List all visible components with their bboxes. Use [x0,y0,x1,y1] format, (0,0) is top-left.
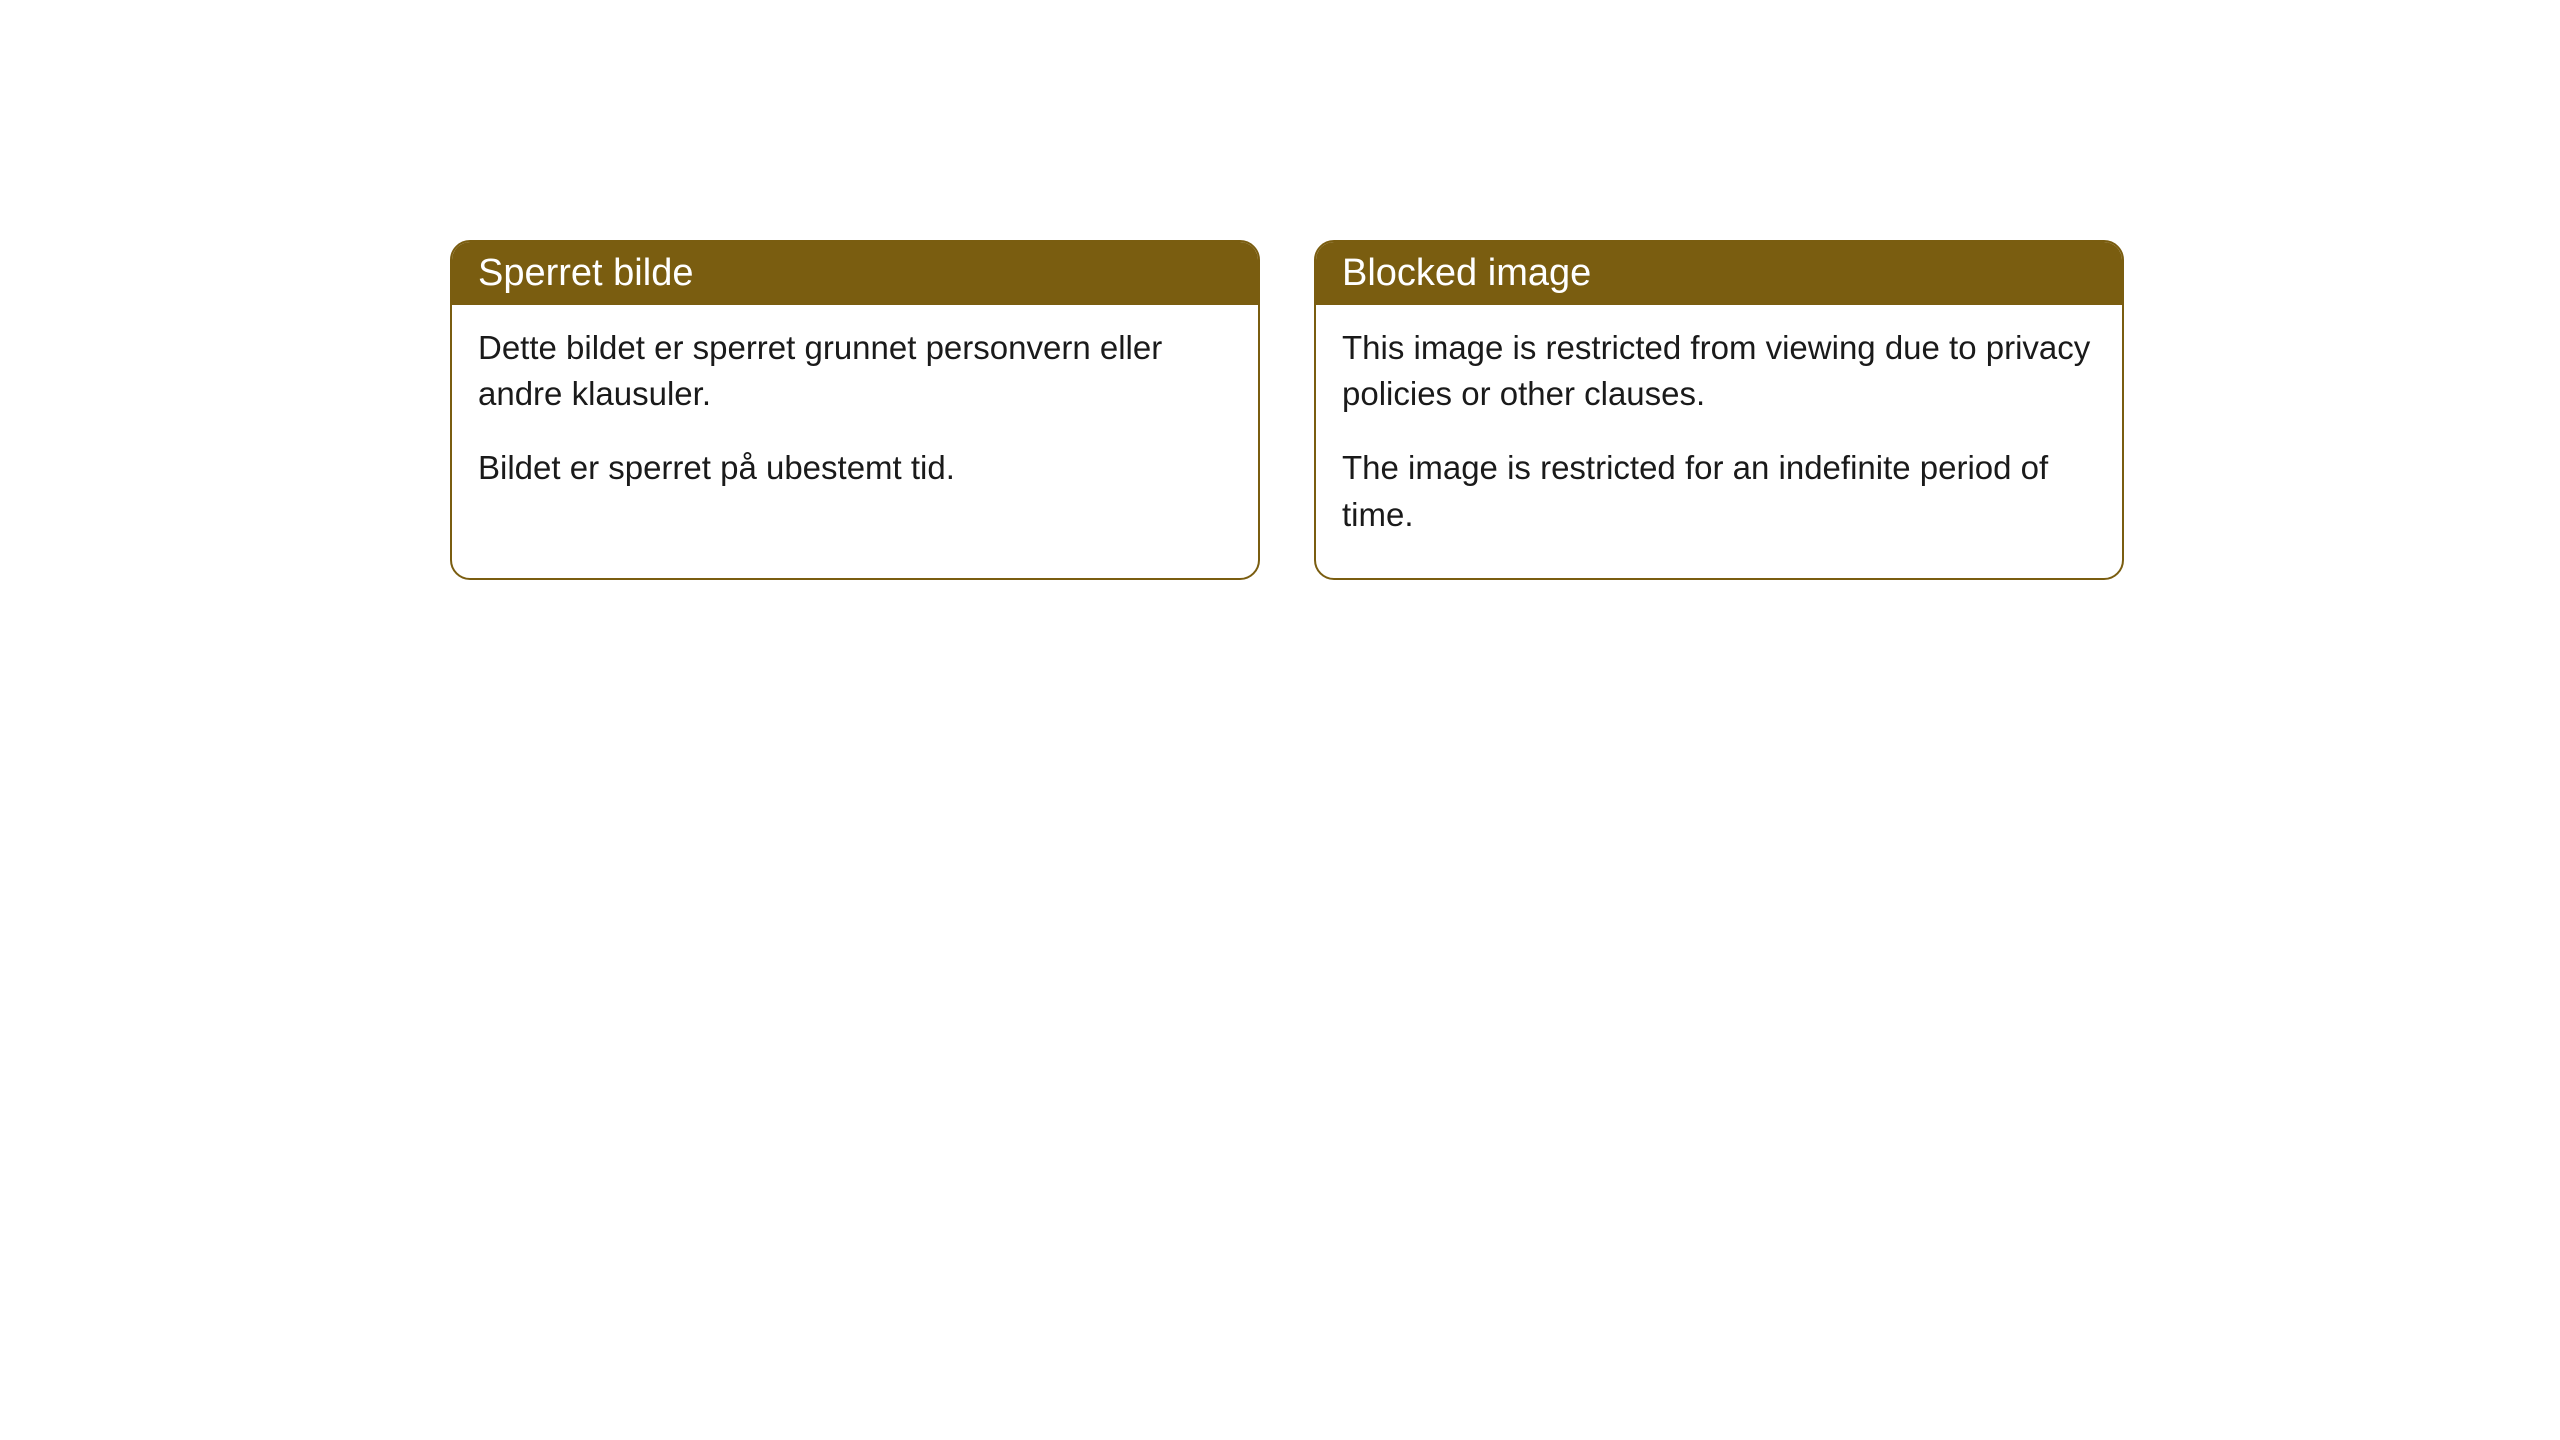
card-title: Blocked image [1342,252,1591,294]
card-header: Blocked image [1316,242,2122,305]
card-paragraph-1: This image is restricted from viewing du… [1342,325,2096,417]
card-paragraph-2: The image is restricted for an indefinit… [1342,445,2096,537]
card-title: Sperret bilde [478,252,693,294]
notice-card-norwegian: Sperret bilde Dette bildet er sperret gr… [450,240,1260,580]
card-header: Sperret bilde [452,242,1258,305]
notice-container: Sperret bilde Dette bildet er sperret gr… [0,0,2560,580]
card-body: This image is restricted from viewing du… [1316,305,2122,578]
notice-card-english: Blocked image This image is restricted f… [1314,240,2124,580]
card-paragraph-1: Dette bildet er sperret grunnet personve… [478,325,1232,417]
card-paragraph-2: Bildet er sperret på ubestemt tid. [478,445,1232,491]
card-body: Dette bildet er sperret grunnet personve… [452,305,1258,532]
